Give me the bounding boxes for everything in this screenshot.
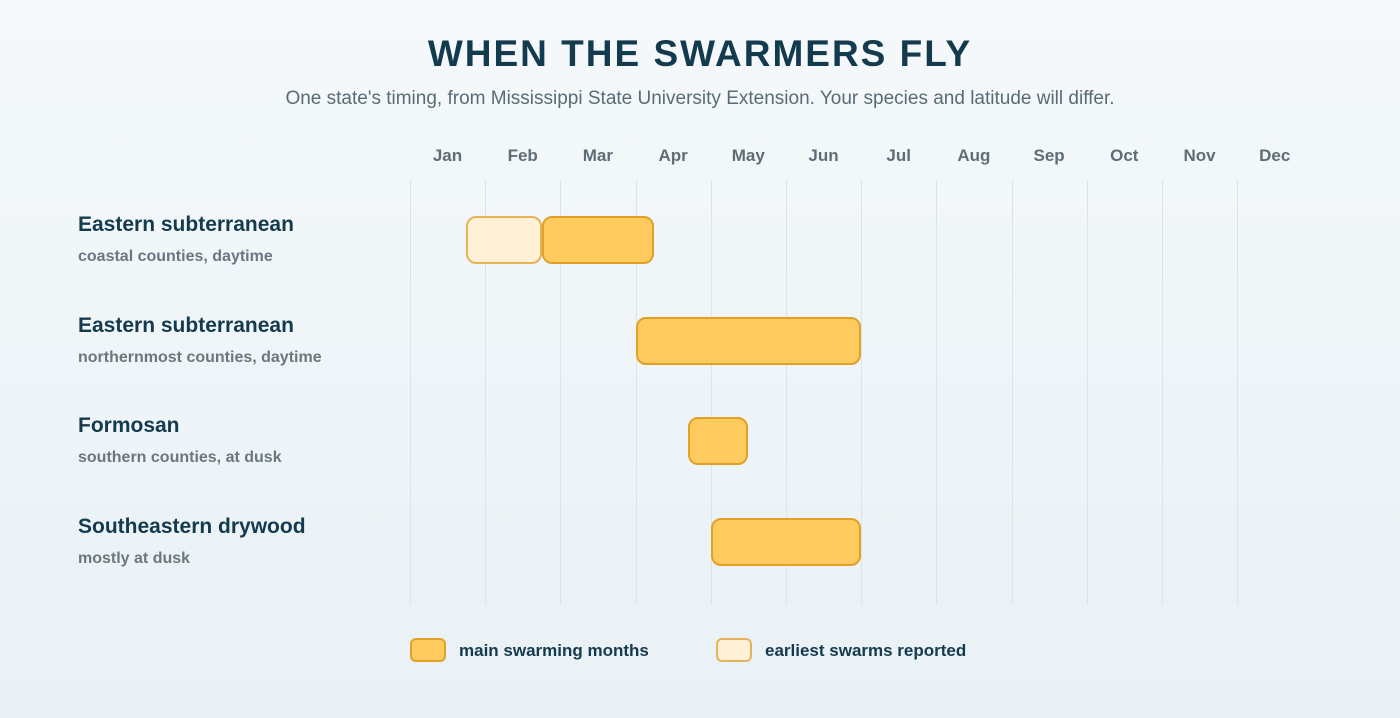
legend-swatch-early <box>716 638 752 662</box>
main-swarming-bar <box>710 518 862 567</box>
row-name: Eastern subterranean <box>78 213 294 236</box>
row-name: Southeastern drywood <box>78 515 306 539</box>
gridline <box>560 180 562 604</box>
row-note: southern counties, at dusk <box>78 449 282 467</box>
legend-label-early: earliest swarms reported <box>765 641 967 660</box>
gridline <box>410 180 411 604</box>
month-label-apr: Apr <box>658 146 688 165</box>
chart-subtitle: One state's timing, from Mississippi Sta… <box>285 88 1115 109</box>
main-swarming-bar <box>541 216 655 264</box>
month-label-feb: Feb <box>507 146 538 165</box>
row-note: northernmost counties, daytime <box>78 348 322 366</box>
gridline <box>635 180 637 604</box>
month-label-nov: Nov <box>1183 146 1216 165</box>
earliest-swarms-bar <box>466 216 542 264</box>
month-label-jan: Jan <box>432 146 463 165</box>
legend-swatch-main <box>410 638 446 662</box>
month-label-oct: Oct <box>1110 146 1139 165</box>
gridline <box>861 180 863 604</box>
gridline <box>710 180 712 604</box>
chart-title: WHEN THE SWARMERS FLY <box>427 33 973 74</box>
main-swarming-bar <box>635 316 862 365</box>
gridline <box>1086 180 1088 604</box>
month-label-jun: Jun <box>808 146 839 165</box>
month-label-aug: Aug <box>957 146 991 165</box>
month-label-dec: Dec <box>1259 146 1291 165</box>
row-note: coastal counties, daytime <box>78 248 273 265</box>
gridline <box>1162 180 1163 604</box>
row-note: mostly at dusk <box>78 550 191 568</box>
row-name: Eastern subterranean <box>78 313 294 337</box>
gridline <box>786 180 787 604</box>
main-swarming-bar <box>688 417 749 466</box>
gridline <box>1237 180 1239 604</box>
month-label-may: May <box>731 146 765 165</box>
month-label-mar: Mar <box>582 146 613 165</box>
month-label-sep: Sep <box>1033 146 1065 165</box>
legend-label-main: main swarming months <box>459 641 649 660</box>
month-label-jul: Jul <box>886 146 911 165</box>
gridline <box>485 180 487 604</box>
gridline <box>1011 180 1013 604</box>
gridline <box>936 180 938 604</box>
row-name: Formosan <box>78 414 180 438</box>
